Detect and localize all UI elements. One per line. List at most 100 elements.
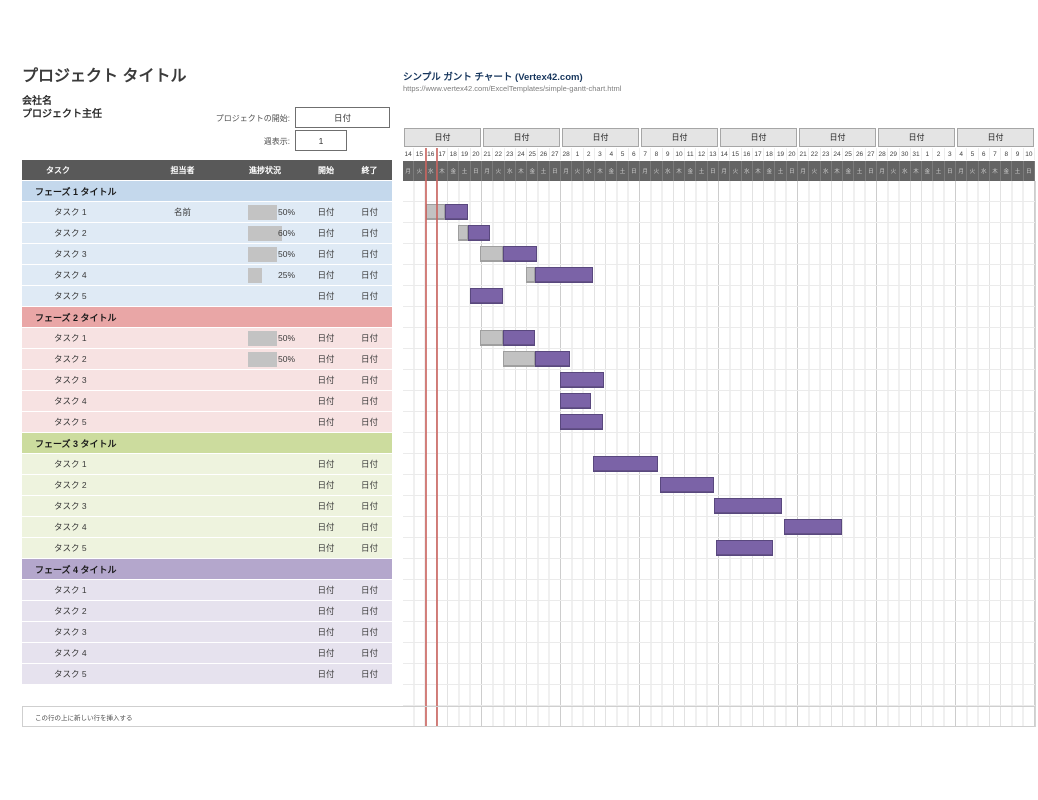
- end-date-cell[interactable]: 日付: [360, 627, 378, 637]
- week-display-input[interactable]: 1: [295, 130, 347, 151]
- task-name-cell[interactable]: タスク 2: [54, 228, 87, 238]
- start-date-cell[interactable]: 日付: [317, 606, 335, 616]
- owner-cell[interactable]: [140, 349, 225, 369]
- end-date-cell[interactable]: 日付: [360, 480, 378, 490]
- progress-cell[interactable]: 25%: [225, 265, 305, 285]
- owner-cell[interactable]: [140, 622, 225, 642]
- progress-cell[interactable]: [225, 412, 305, 432]
- task-name-cell[interactable]: タスク 3: [54, 375, 87, 385]
- start-date-cell[interactable]: 日付: [317, 627, 335, 637]
- progress-cell[interactable]: [225, 580, 305, 600]
- start-date-cell[interactable]: 日付: [317, 480, 335, 490]
- end-date-cell[interactable]: 日付: [360, 354, 378, 364]
- project-start-input[interactable]: 日付: [295, 107, 390, 128]
- end-date-cell[interactable]: 日付: [360, 501, 378, 511]
- progress-cell[interactable]: [225, 370, 305, 390]
- owner-cell[interactable]: [140, 664, 225, 684]
- owner-cell[interactable]: 名前: [173, 207, 191, 217]
- source-link-title[interactable]: シンプル ガント チャート (Vertex42.com): [403, 72, 583, 83]
- progress-cell[interactable]: [225, 664, 305, 684]
- progress-cell[interactable]: [225, 496, 305, 516]
- task-name-cell[interactable]: タスク 1: [54, 585, 87, 595]
- end-date-cell[interactable]: 日付: [360, 396, 378, 406]
- source-link-url[interactable]: https://www.vertex42.com/ExcelTemplates/…: [403, 84, 622, 93]
- owner-cell[interactable]: [140, 454, 225, 474]
- end-date-cell[interactable]: 日付: [360, 375, 378, 385]
- progress-cell[interactable]: [225, 538, 305, 558]
- task-name-cell[interactable]: タスク 2: [54, 354, 87, 364]
- end-date-cell[interactable]: 日付: [360, 270, 378, 280]
- phase-header-row[interactable]: フェーズ 3 タイトル: [22, 433, 392, 454]
- start-date-cell[interactable]: 日付: [317, 228, 335, 238]
- end-date-cell[interactable]: 日付: [360, 669, 378, 679]
- task-name-cell[interactable]: タスク 5: [54, 417, 87, 427]
- start-date-cell[interactable]: 日付: [317, 543, 335, 553]
- end-date-cell[interactable]: 日付: [360, 459, 378, 469]
- owner-cell[interactable]: [140, 496, 225, 516]
- start-date-cell[interactable]: 日付: [317, 417, 335, 427]
- task-name-cell[interactable]: タスク 5: [54, 291, 87, 301]
- task-name-cell[interactable]: タスク 1: [54, 207, 87, 217]
- progress-cell[interactable]: 60%: [225, 223, 305, 243]
- end-date-cell[interactable]: 日付: [360, 207, 378, 217]
- owner-cell[interactable]: [140, 244, 225, 264]
- start-date-cell[interactable]: 日付: [317, 249, 335, 259]
- start-date-cell[interactable]: 日付: [317, 375, 335, 385]
- owner-cell[interactable]: [140, 517, 225, 537]
- start-date-cell[interactable]: 日付: [317, 585, 335, 595]
- start-date-cell[interactable]: 日付: [317, 522, 335, 532]
- end-date-cell[interactable]: 日付: [360, 522, 378, 532]
- progress-cell[interactable]: 50%: [225, 328, 305, 348]
- task-name-cell[interactable]: タスク 4: [54, 522, 87, 532]
- start-date-cell[interactable]: 日付: [317, 648, 335, 658]
- task-name-cell[interactable]: タスク 3: [54, 249, 87, 259]
- owner-cell[interactable]: [140, 580, 225, 600]
- end-date-cell[interactable]: 日付: [360, 648, 378, 658]
- progress-cell[interactable]: [225, 475, 305, 495]
- owner-cell[interactable]: [140, 265, 225, 285]
- owner-cell[interactable]: [140, 391, 225, 411]
- phase-header-row[interactable]: フェーズ 4 タイトル: [22, 559, 392, 580]
- start-date-cell[interactable]: 日付: [317, 459, 335, 469]
- end-date-cell[interactable]: 日付: [360, 543, 378, 553]
- end-date-cell[interactable]: 日付: [360, 228, 378, 238]
- task-name-cell[interactable]: タスク 2: [54, 480, 87, 490]
- start-date-cell[interactable]: 日付: [317, 501, 335, 511]
- owner-cell[interactable]: [140, 370, 225, 390]
- task-name-cell[interactable]: タスク 4: [54, 270, 87, 280]
- owner-cell[interactable]: [140, 538, 225, 558]
- start-date-cell[interactable]: 日付: [317, 333, 335, 343]
- end-date-cell[interactable]: 日付: [360, 585, 378, 595]
- progress-cell[interactable]: [225, 643, 305, 663]
- start-date-cell[interactable]: 日付: [317, 669, 335, 679]
- end-date-cell[interactable]: 日付: [360, 249, 378, 259]
- progress-cell[interactable]: [225, 391, 305, 411]
- progress-cell[interactable]: [225, 601, 305, 621]
- start-date-cell[interactable]: 日付: [317, 270, 335, 280]
- start-date-cell[interactable]: 日付: [317, 291, 335, 301]
- phase-header-row[interactable]: フェーズ 1 タイトル: [22, 181, 392, 202]
- task-name-cell[interactable]: タスク 1: [54, 333, 87, 343]
- end-date-cell[interactable]: 日付: [360, 291, 378, 301]
- owner-cell[interactable]: [140, 412, 225, 432]
- end-date-cell[interactable]: 日付: [360, 606, 378, 616]
- progress-cell[interactable]: [225, 454, 305, 474]
- progress-cell[interactable]: 50%: [225, 349, 305, 369]
- progress-cell[interactable]: 50%: [225, 244, 305, 264]
- start-date-cell[interactable]: 日付: [317, 207, 335, 217]
- task-name-cell[interactable]: タスク 2: [54, 606, 87, 616]
- start-date-cell[interactable]: 日付: [317, 396, 335, 406]
- progress-cell[interactable]: [225, 286, 305, 306]
- owner-cell[interactable]: [140, 223, 225, 243]
- owner-cell[interactable]: [140, 328, 225, 348]
- task-name-cell[interactable]: タスク 3: [54, 627, 87, 637]
- progress-cell[interactable]: 50%: [225, 202, 305, 222]
- end-date-cell[interactable]: 日付: [360, 333, 378, 343]
- task-name-cell[interactable]: タスク 1: [54, 459, 87, 469]
- task-name-cell[interactable]: タスク 4: [54, 648, 87, 658]
- task-name-cell[interactable]: タスク 4: [54, 396, 87, 406]
- owner-cell[interactable]: [140, 286, 225, 306]
- task-name-cell[interactable]: タスク 5: [54, 543, 87, 553]
- phase-header-row[interactable]: フェーズ 2 タイトル: [22, 307, 392, 328]
- owner-cell[interactable]: [140, 475, 225, 495]
